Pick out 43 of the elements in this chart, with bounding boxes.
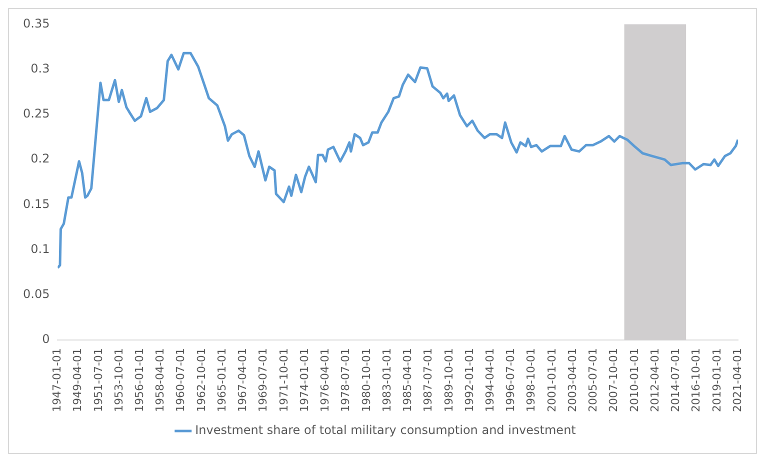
y-tick-label: 0.35 — [23, 16, 50, 30]
x-tick-label: 1978-07-01 — [339, 348, 352, 412]
x-tick-label: 1974-01-01 — [298, 348, 311, 412]
x-tick-label: 1996-07-01 — [504, 348, 518, 412]
x-tick-label: 2014-07-01 — [669, 348, 682, 412]
x-tick-label: 1994-04-01 — [483, 348, 496, 412]
x-tick-label: 2016-10-01 — [690, 348, 703, 412]
x-tick-label: 1992-01-01 — [462, 348, 476, 412]
x-tick-label: 1980-10-01 — [360, 348, 373, 412]
x-tick-label: 1960-07-01 — [174, 348, 188, 412]
x-tick-label: 2010-01-01 — [628, 348, 641, 412]
x-tick-label: 1951-07-01 — [92, 348, 105, 412]
x-tick-label: 1967-04-01 — [236, 348, 250, 412]
x-tick-label: 1958-04-01 — [154, 348, 167, 412]
x-tick-label: 1998-10-01 — [524, 348, 538, 412]
x-tick-label: 2005-07-01 — [586, 348, 600, 412]
y-tick-label: 0.05 — [23, 287, 50, 302]
x-tick-label: 1971-10-01 — [277, 348, 290, 412]
x-tick-label: 1962-10-01 — [194, 348, 208, 412]
x-tick-label: 1989-10-01 — [442, 348, 456, 412]
x-tick-label: 1965-01-01 — [216, 348, 229, 412]
x-tick-label: 2012-04-01 — [648, 348, 662, 412]
y-tick-label: 0.3 — [30, 61, 50, 76]
y-tick-label: 0.1 — [30, 242, 50, 256]
x-tick-label: 2007-10-01 — [607, 348, 620, 412]
x-tick-label: 2001-01-01 — [545, 348, 558, 412]
x-tick-label: 1987-07-01 — [422, 348, 435, 412]
x-tick-label: 1947-01-01 — [50, 348, 64, 412]
x-tick-label: 1976-04-01 — [318, 348, 332, 412]
x-tick-label: 1969-07-01 — [256, 348, 270, 412]
y-tick-label: 0 — [42, 332, 50, 346]
y-tick-label: 0.25 — [23, 106, 50, 121]
x-tick-label: 1985-04-01 — [401, 348, 414, 412]
legend-label: Investment share of total military consumption and investment — [195, 423, 576, 438]
x-tick-label: 1956-01-01 — [133, 348, 146, 412]
y-tick-label: 0.2 — [30, 152, 50, 166]
x-tick-label: 1983-01-01 — [380, 348, 394, 412]
x-tick-label: 1949-04-01 — [71, 348, 84, 412]
x-tick-label: 1953-10-01 — [112, 348, 126, 412]
y-tick-label: 0.15 — [23, 196, 50, 211]
x-tick-label: 2021-04-01 — [730, 348, 744, 412]
x-tick-label: 2019-01-01 — [710, 348, 724, 412]
x-tick-label: 2003-04-01 — [566, 348, 579, 412]
